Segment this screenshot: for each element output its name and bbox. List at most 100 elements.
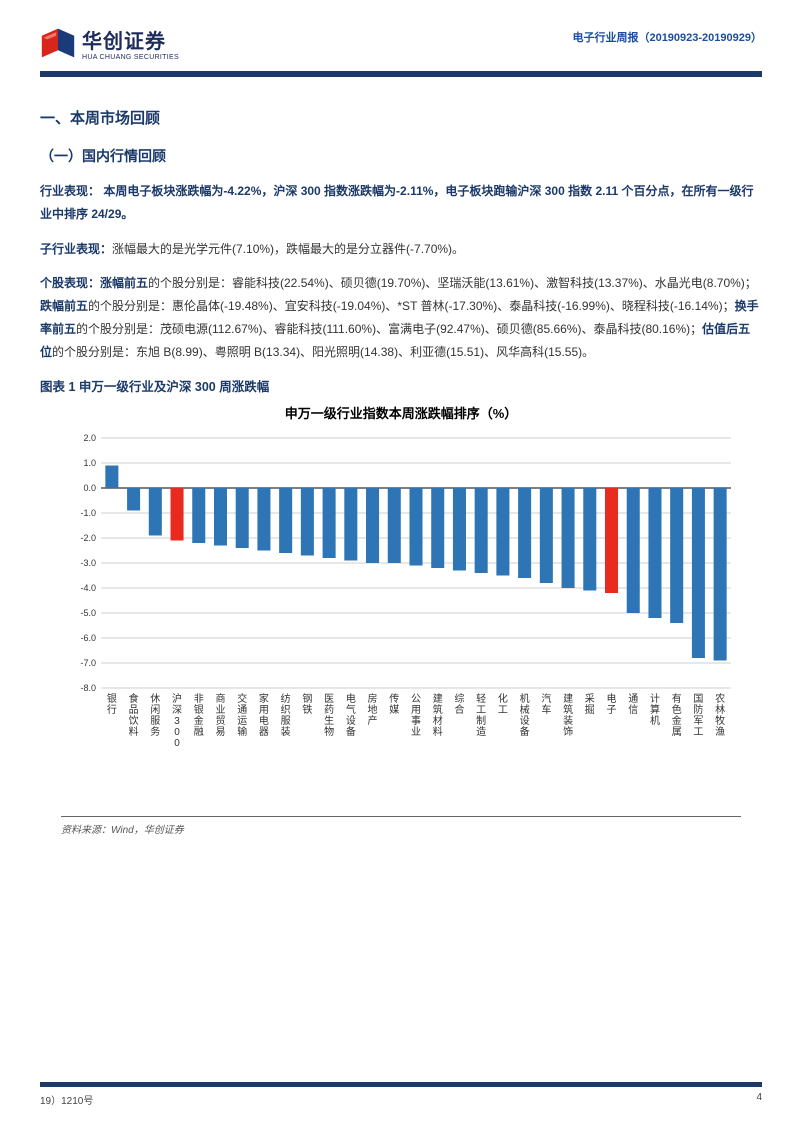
svg-text:筑: 筑 [563,703,573,716]
header-rule [40,71,762,77]
chart-source: 资料来源：Wind，华创证券 [61,821,741,836]
page-header: 华创证券 HUA CHUANG SECURITIES 电子行业周报（201909… [40,25,762,61]
section-heading-1: 一、本周市场回顾 [40,107,762,128]
svg-text:食: 食 [129,692,139,705]
svg-text:-6.0: -6.0 [80,633,96,643]
svg-text:织: 织 [281,704,291,716]
svg-text:备: 备 [520,725,530,738]
para-industry: 行业表现： 本周电子板块涨跌幅为-4.22%，沪深 300 指数涨跌幅为-2.1… [40,180,762,226]
svg-text:-8.0: -8.0 [80,683,96,693]
para-lead: 跌幅前五 [40,299,88,313]
svg-text:设: 设 [346,715,356,727]
report-title: 电子行业周报（20190923-20190929） [572,29,762,45]
svg-text:-7.0: -7.0 [80,658,96,668]
svg-text:电: 电 [607,692,617,705]
svg-text:传: 传 [389,693,399,705]
svg-text:轻: 轻 [476,692,486,705]
svg-text:0: 0 [174,727,180,738]
svg-text:国: 国 [693,693,703,705]
svg-text:休: 休 [150,693,160,705]
svg-text:有: 有 [672,692,682,705]
svg-text:色: 色 [672,703,682,716]
svg-text:信: 信 [628,704,638,716]
svg-text:工: 工 [693,727,703,738]
logo-text-en: HUA CHUANG SECURITIES [82,54,179,61]
para-subindustry: 子行业表现：涨幅最大的是光学元件(7.10%)，跌幅最大的是分立器件(-7.70… [40,238,762,261]
svg-text:-2.0: -2.0 [80,533,96,543]
svg-text:媒: 媒 [389,704,399,716]
svg-text:机: 机 [520,692,530,705]
svg-text:机: 机 [650,714,660,727]
source-rule [61,816,741,817]
svg-text:算: 算 [650,703,660,716]
svg-text:银: 银 [107,692,117,705]
svg-text:通: 通 [237,704,247,716]
logo: 华创证券 HUA CHUANG SECURITIES [40,25,179,61]
chart-container: 申万一级行业指数本周涨跌幅排序（%） -8.0-7.0-6.0-5.0-4.0-… [61,403,741,836]
svg-text:工: 工 [476,705,486,716]
svg-text:气: 气 [346,703,356,716]
svg-text:输: 输 [237,725,247,738]
svg-text:钢: 钢 [302,692,312,705]
footer-rule [40,1082,762,1087]
svg-text:交: 交 [237,692,247,705]
para-lead: 子行业表现： [40,242,112,256]
svg-text:-4.0: -4.0 [80,583,96,593]
svg-text:通: 通 [628,693,638,705]
svg-text:易: 易 [215,726,225,738]
logo-icon [40,25,76,61]
svg-text:深: 深 [172,704,182,716]
svg-text:电: 电 [259,714,269,727]
svg-text:医: 医 [324,693,334,705]
svg-text:造: 造 [476,725,486,738]
svg-text:电: 电 [346,692,356,705]
svg-text:渔: 渔 [715,726,725,738]
svg-text:0.0: 0.0 [83,483,96,493]
page-footer: 19）1210号 4 [40,1082,762,1107]
svg-text:家: 家 [259,692,269,705]
svg-text:军: 军 [693,715,703,727]
svg-text:饮: 饮 [129,714,139,727]
svg-text:非: 非 [194,693,204,705]
svg-text:建: 建 [563,692,573,705]
svg-text:业: 业 [215,704,225,716]
svg-text:品: 品 [129,704,139,716]
chart-title: 申万一级行业指数本周涨跌幅排序（%） [61,403,741,422]
svg-text:房: 房 [368,692,378,705]
svg-text:地: 地 [368,703,378,716]
para-body: 本周电子板块涨跌幅为-4.22%，沪深 300 指数涨跌幅为-2.11%，电子板… [40,184,753,221]
svg-text:用: 用 [411,705,421,716]
svg-text:3: 3 [174,716,180,727]
svg-text:-1.0: -1.0 [80,508,96,518]
svg-text:综: 综 [454,692,464,705]
svg-text:沪: 沪 [172,692,182,705]
svg-text:金: 金 [672,714,682,727]
para-body: 涨幅最大的是光学元件(7.10%)，跌幅最大的是分立器件(-7.70%)。 [112,242,464,256]
svg-text:闲: 闲 [150,703,160,716]
svg-text:运: 运 [237,715,247,727]
svg-text:生: 生 [324,714,334,727]
para-body: 的个股分别是：东旭 B(8.99)、粤照明 B(13.34)、阳光照明(14.3… [52,345,594,359]
para-stock: 个股表现：涨幅前五的个股分别是：睿能科技(22.54%)、硕贝德(19.70%)… [40,272,762,363]
svg-text:属: 属 [672,726,682,738]
svg-text:备: 备 [346,725,356,738]
logo-text-cn: 华创证券 [82,25,179,54]
svg-text:化: 化 [498,692,508,705]
svg-text:子: 子 [607,704,617,716]
para-body: 的个股分别是：惠伦晶体(-19.48%)、宜安科技(-19.04%)、*ST 普… [88,299,735,313]
bar-chart: -8.0-7.0-6.0-5.0-4.0-3.0-2.0-1.00.01.02.… [61,428,741,808]
svg-text:防: 防 [693,703,703,716]
svg-text:银: 银 [194,703,204,716]
svg-text:合: 合 [454,703,464,716]
svg-text:筑: 筑 [433,703,443,716]
svg-text:行: 行 [107,703,117,716]
svg-text:业: 业 [411,726,421,738]
svg-text:商: 商 [215,692,225,705]
svg-text:车: 车 [541,703,551,716]
section-heading-2: （一）国内行情回顾 [40,146,762,166]
svg-text:械: 械 [520,703,530,716]
svg-text:金: 金 [194,714,204,727]
svg-text:服: 服 [150,715,160,727]
footer-left: 19）1210号 [40,1092,93,1107]
svg-text:0: 0 [174,738,180,749]
